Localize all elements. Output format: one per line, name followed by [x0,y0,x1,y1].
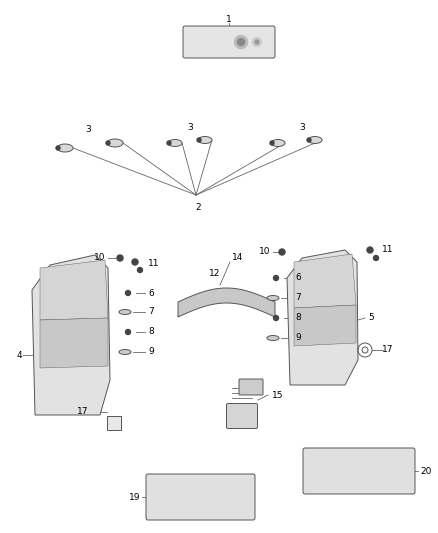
Ellipse shape [271,140,285,147]
Ellipse shape [168,140,182,147]
Text: 11: 11 [382,246,393,254]
Polygon shape [294,305,356,346]
FancyBboxPatch shape [239,379,263,395]
Circle shape [167,141,171,145]
Text: 17: 17 [382,345,393,354]
Circle shape [273,276,279,280]
Circle shape [106,141,110,145]
Text: 10: 10 [258,247,270,256]
Circle shape [197,138,201,142]
Circle shape [307,138,311,142]
Ellipse shape [57,144,73,152]
Circle shape [56,146,60,150]
Circle shape [237,38,244,45]
Text: 6: 6 [148,288,154,297]
Circle shape [273,316,279,320]
Text: 9: 9 [148,348,154,357]
Circle shape [279,249,285,255]
Text: 7: 7 [148,308,154,317]
Ellipse shape [308,136,322,143]
Text: 3: 3 [299,124,305,133]
Circle shape [117,255,123,261]
Ellipse shape [198,136,212,143]
Circle shape [234,36,247,49]
FancyBboxPatch shape [303,448,415,494]
Ellipse shape [267,295,279,301]
Text: 11: 11 [148,259,159,268]
Polygon shape [40,260,108,320]
Text: 10: 10 [93,254,105,262]
Text: 1: 1 [226,15,232,25]
FancyBboxPatch shape [146,474,255,520]
Circle shape [255,40,259,44]
Text: 7: 7 [295,294,301,303]
Circle shape [374,255,378,261]
Polygon shape [40,318,108,368]
Text: 4: 4 [16,351,22,359]
Circle shape [138,268,142,272]
Ellipse shape [119,310,131,314]
Text: 9: 9 [295,334,301,343]
Ellipse shape [119,350,131,354]
Circle shape [126,329,131,335]
FancyBboxPatch shape [183,26,275,58]
Circle shape [252,37,261,46]
Circle shape [367,247,373,253]
Circle shape [126,290,131,295]
Polygon shape [294,254,356,308]
Text: 12: 12 [209,269,221,278]
Ellipse shape [267,335,279,341]
Text: 5: 5 [368,313,374,322]
Circle shape [132,259,138,265]
Polygon shape [32,255,110,415]
Text: 15: 15 [272,391,283,400]
Polygon shape [287,250,358,385]
Ellipse shape [107,139,123,147]
Text: 19: 19 [128,492,140,502]
Text: 3: 3 [85,125,91,134]
Text: 8: 8 [148,327,154,336]
Text: 3: 3 [187,124,193,133]
Text: 2: 2 [195,203,201,212]
FancyBboxPatch shape [226,403,258,429]
Text: 20: 20 [420,466,431,475]
Bar [107,416,121,430]
Circle shape [270,141,274,145]
Text: 6: 6 [295,273,301,282]
Text: 8: 8 [295,313,301,322]
Text: 14: 14 [232,254,244,262]
Text: 17: 17 [77,408,88,416]
Polygon shape [178,288,275,317]
